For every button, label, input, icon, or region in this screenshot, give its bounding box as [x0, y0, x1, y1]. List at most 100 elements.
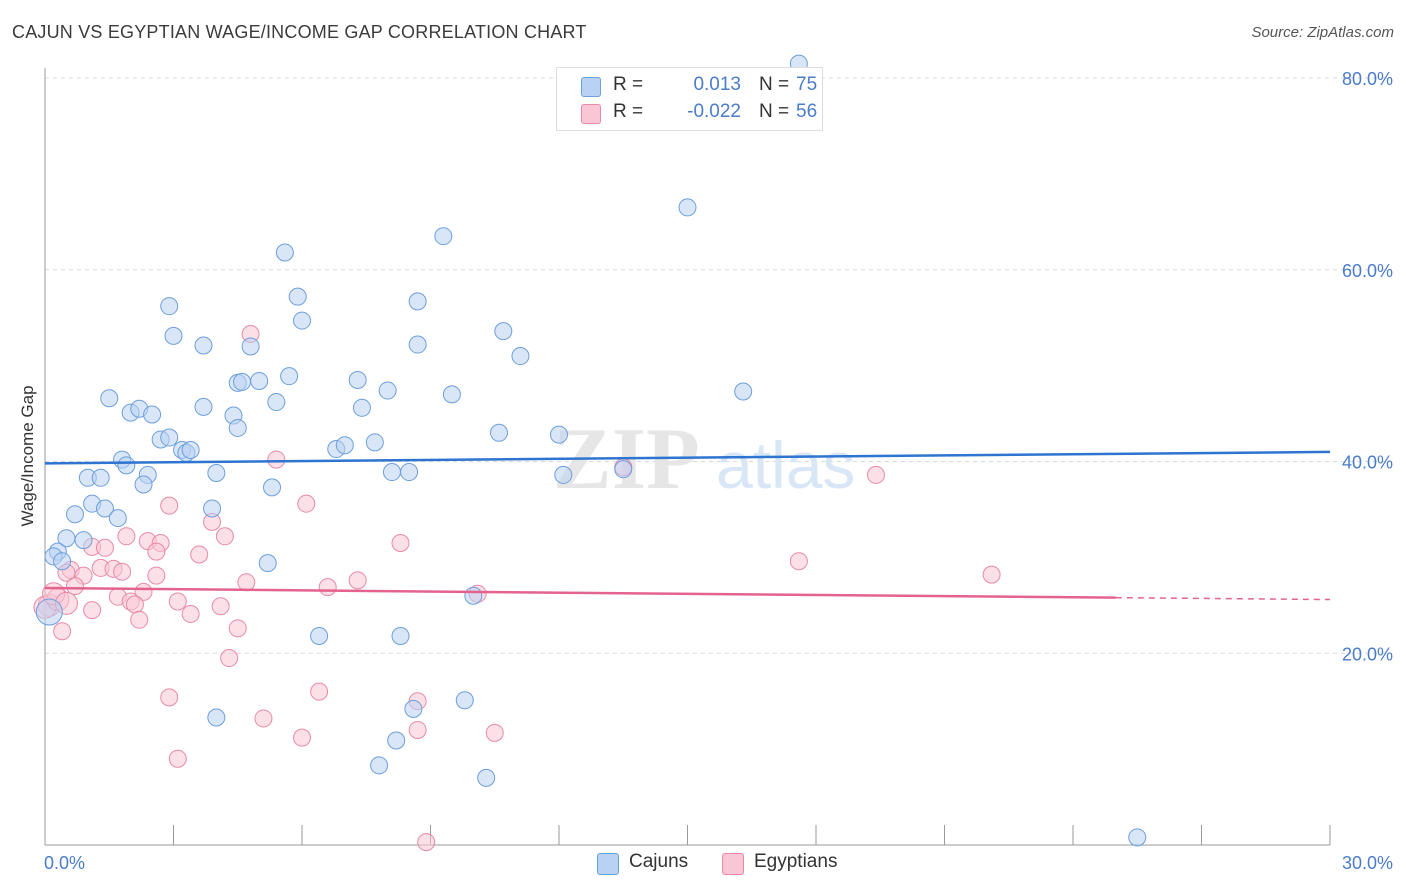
- egyptians-point: [83, 601, 102, 620]
- egyptians-point: [160, 496, 179, 515]
- cajuns-trend-line: [44, 450, 1331, 465]
- cajuns-point: [288, 287, 307, 306]
- chart-source: Source: ZipAtlas.com: [1251, 24, 1394, 41]
- cajuns-point: [207, 464, 226, 483]
- x-tick-label-min: 0.0%: [44, 853, 85, 873]
- egyptians-point: [982, 565, 1001, 584]
- cajuns-point: [275, 243, 294, 262]
- egyptians-point: [125, 595, 144, 614]
- y-tick-label: 40.0%: [1342, 453, 1393, 473]
- egyptians-point: [297, 494, 316, 513]
- cajuns-point: [365, 433, 384, 452]
- cajuns-point: [267, 393, 286, 412]
- egyptians-point: [348, 571, 367, 590]
- cajuns-point: [53, 552, 72, 571]
- cajuns-point: [382, 463, 401, 482]
- egyptians-point: [113, 562, 132, 581]
- n-label: N =: [759, 74, 790, 95]
- n-value-cajuns: 75: [796, 74, 818, 95]
- egyptians-point: [190, 545, 209, 564]
- cajuns-point: [352, 398, 371, 417]
- egyptians-point: [293, 728, 311, 747]
- egyptians-point: [789, 552, 808, 571]
- chart-title: CAJUN VS EGYPTIAN WAGE/INCOME GAP CORREL…: [12, 22, 587, 42]
- cajuns-point: [464, 586, 483, 605]
- egyptians-point: [117, 527, 136, 546]
- cajuns-point: [1128, 828, 1147, 847]
- egyptians-point: [134, 582, 153, 601]
- cajuns-point: [95, 499, 114, 518]
- egyptians-point: [417, 833, 436, 852]
- cajuns-point: [194, 336, 213, 355]
- trend-lines: [44, 450, 1331, 601]
- cajuns-point: [310, 626, 329, 645]
- egyptians-legend-swatch: [722, 853, 744, 875]
- cajuns-point: [194, 397, 213, 416]
- cajuns-point: [207, 708, 226, 727]
- egyptians-point: [130, 610, 149, 629]
- cajuns-point: [258, 554, 277, 573]
- egyptians-point: [215, 527, 234, 546]
- egyptians-point: [267, 450, 286, 469]
- egyptians-point: [168, 749, 187, 768]
- cajuns-point: [734, 382, 753, 401]
- gridlines: [45, 77, 1392, 654]
- cajuns-point: [280, 367, 299, 386]
- n-value-egyptians: 56: [796, 101, 818, 122]
- egyptians-point: [65, 577, 84, 596]
- cajuns-point: [181, 440, 200, 459]
- cajuns-point: [65, 505, 84, 524]
- egyptians-point: [318, 578, 337, 597]
- cajuns-point: [370, 756, 389, 775]
- egyptians-point: [391, 533, 410, 552]
- y-tick-label: 20.0%: [1342, 644, 1393, 664]
- cajuns-point: [160, 428, 179, 447]
- cajuns-point: [387, 731, 406, 750]
- n-label: N =: [759, 101, 790, 122]
- cajuns-point: [91, 468, 110, 487]
- egyptians-point: [95, 538, 114, 557]
- egyptians-point: [160, 688, 179, 707]
- egyptians-point: [866, 465, 885, 484]
- egyptians-point: [254, 709, 273, 728]
- cajuns-point: [550, 425, 568, 444]
- egyptians-trend-line: [44, 586, 1116, 599]
- r-value-egyptians: -0.022: [687, 101, 741, 122]
- cajuns-point: [494, 322, 513, 341]
- cajuns-point: [404, 699, 423, 718]
- egyptians-point: [228, 619, 247, 638]
- cajuns-point: [400, 463, 419, 482]
- axes: [44, 68, 1331, 846]
- egyptians-point: [53, 622, 72, 641]
- egyptians-point: [147, 566, 166, 585]
- egyptians-swatch: [581, 104, 601, 124]
- egyptians-point: [220, 649, 239, 668]
- cajuns-point: [263, 478, 282, 497]
- y-tick-label: 60.0%: [1342, 261, 1393, 281]
- cajuns-point: [678, 198, 697, 217]
- egyptians-trend-extension: [1115, 596, 1331, 601]
- x-tick-label-max: 30.0%: [1342, 853, 1393, 873]
- egyptians-point: [168, 592, 187, 611]
- cajuns-point: [348, 371, 367, 390]
- egyptians-point: [485, 723, 504, 742]
- cajuns-swatch: [581, 77, 601, 97]
- cajuns-point: [490, 423, 509, 442]
- watermark-atlas: atlas: [716, 428, 855, 502]
- cajuns-point: [391, 626, 410, 645]
- cajuns-point: [143, 405, 162, 424]
- cajuns-point: [455, 691, 474, 710]
- cajuns-point: [134, 475, 153, 494]
- cajuns-point: [554, 465, 573, 484]
- cajuns-point: [160, 297, 179, 316]
- cajuns-point: [108, 509, 127, 528]
- cajuns-point: [434, 227, 453, 246]
- tick-labels: 20.0% 40.0% 60.0% 80.0% 0.0% 30.0%: [44, 69, 1393, 873]
- y-axis-label: Wage/Income Gap: [18, 385, 37, 526]
- cajuns-point: [164, 326, 183, 345]
- cajuns-point: [408, 292, 427, 311]
- cajuns-point: [614, 460, 633, 479]
- cajuns-point: [511, 347, 530, 366]
- y-tick-label: 80.0%: [1342, 69, 1393, 89]
- cajuns-point: [117, 456, 136, 475]
